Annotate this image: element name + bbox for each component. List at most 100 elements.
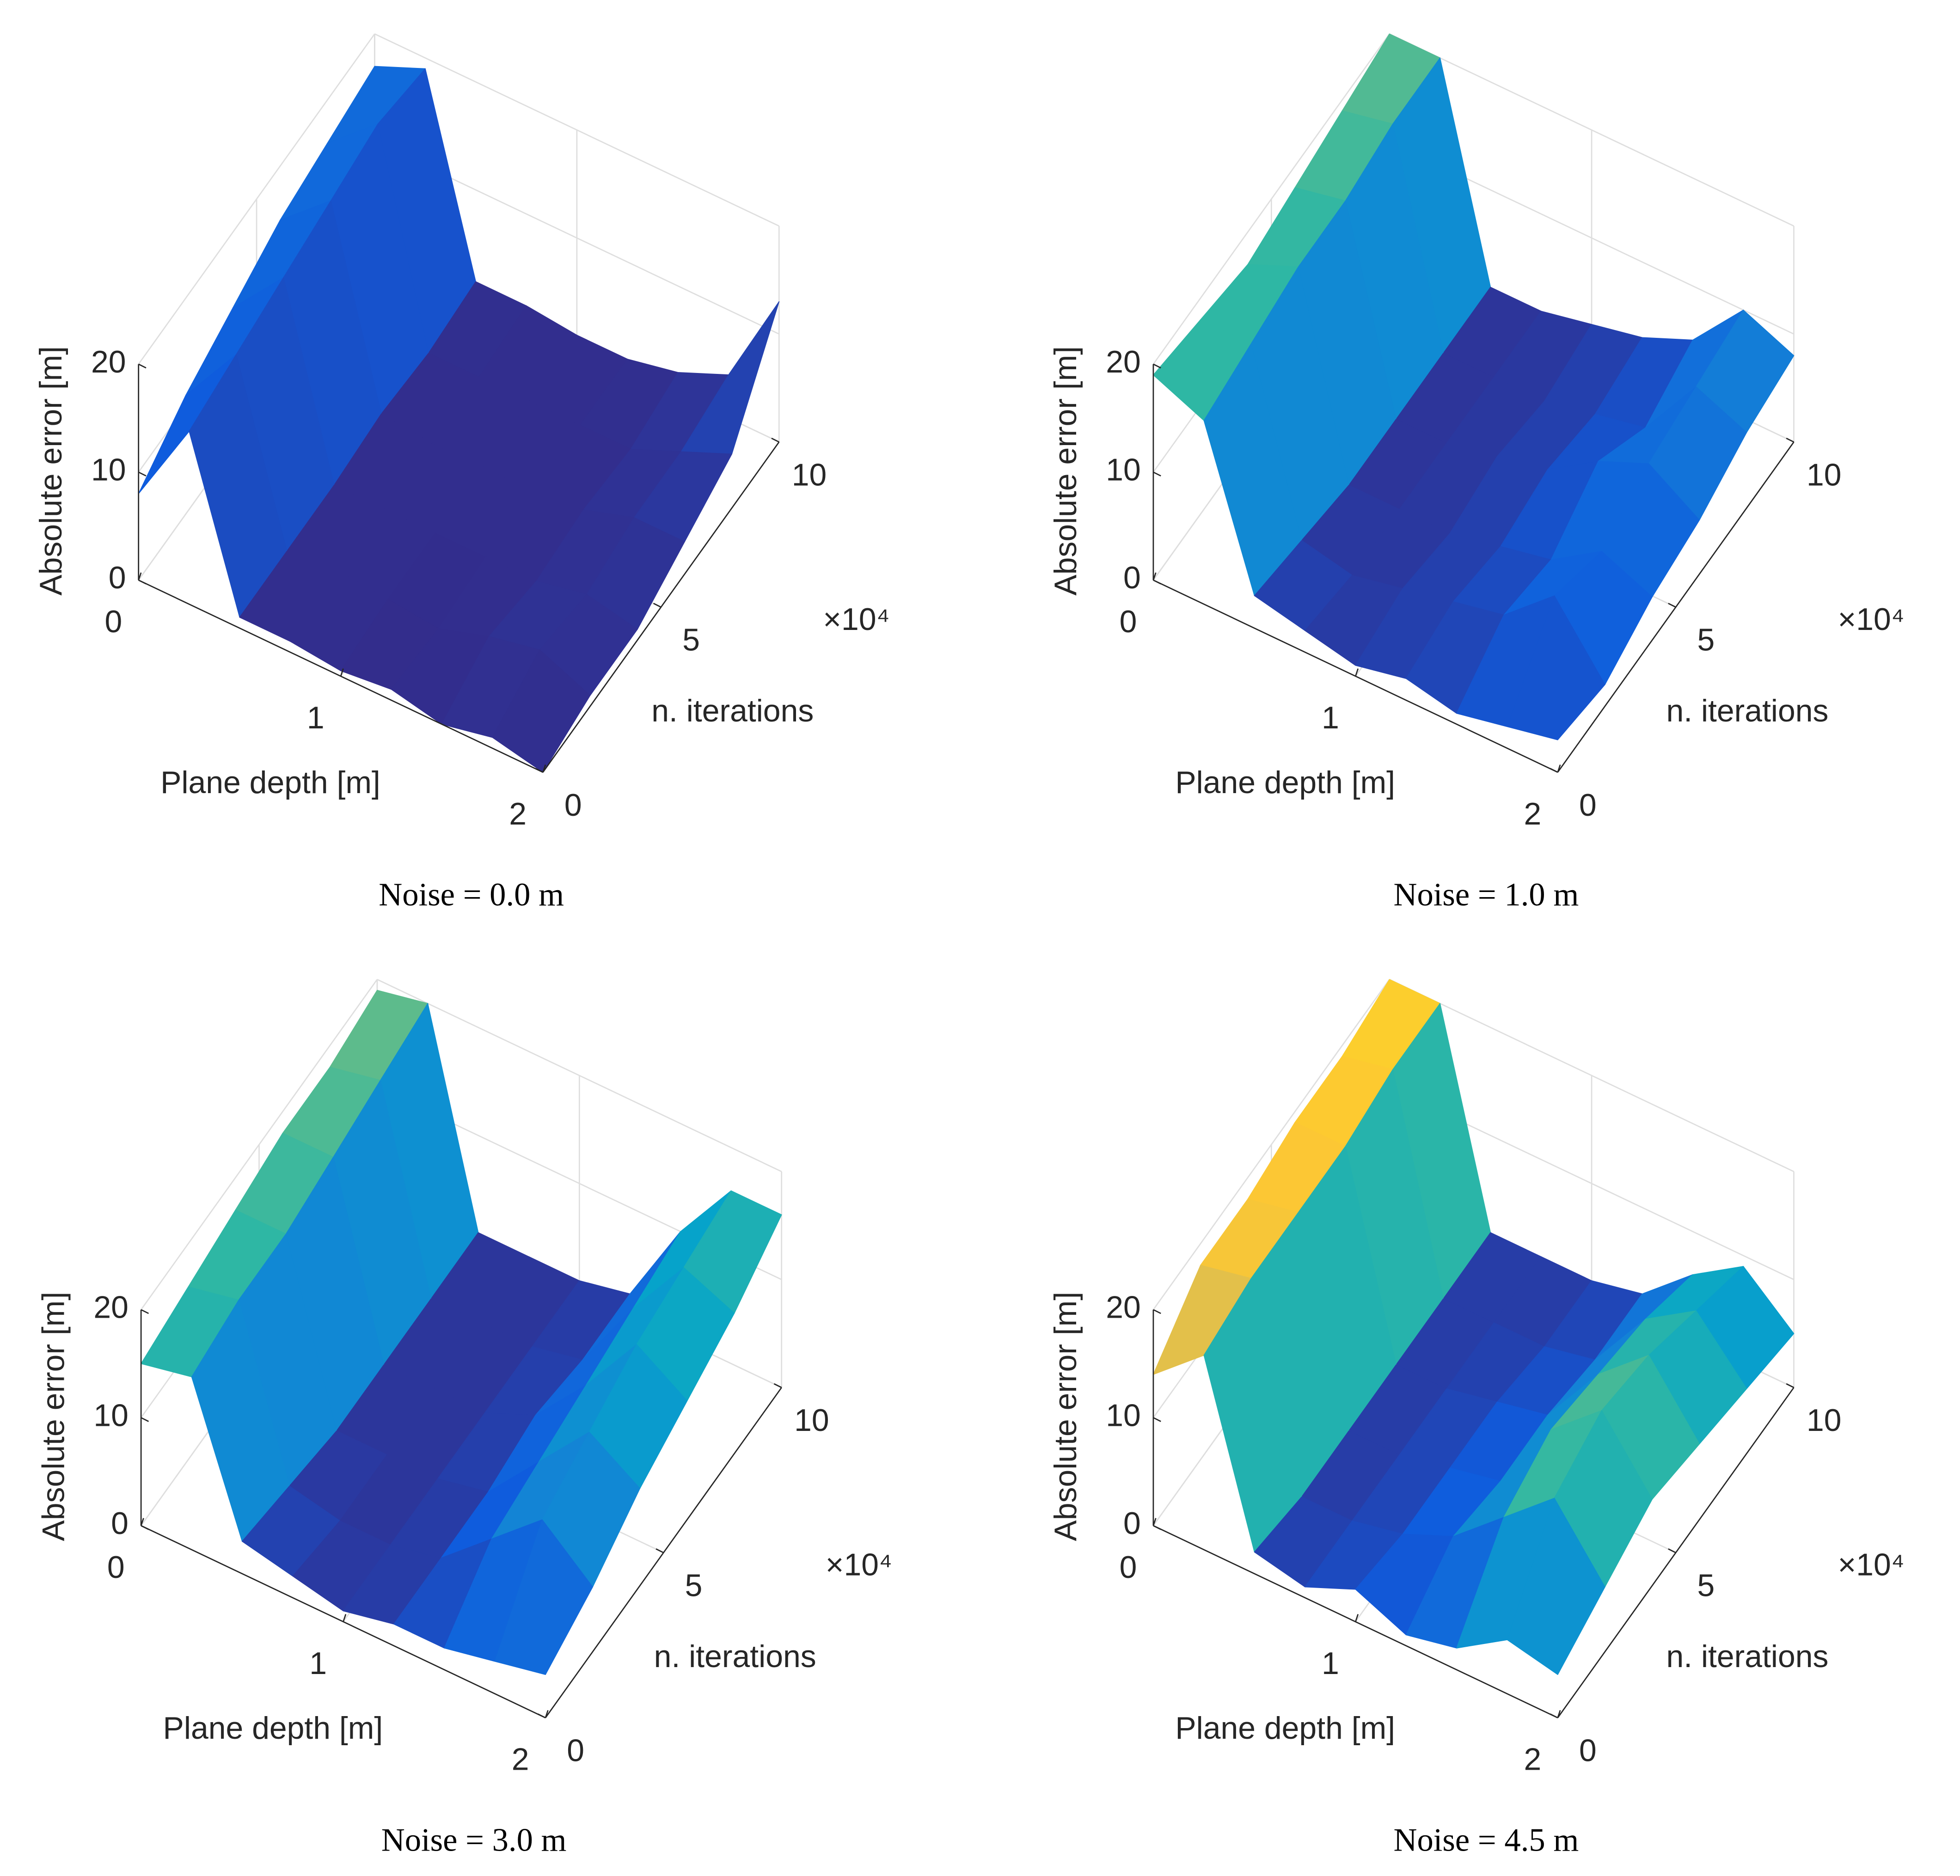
- tick-mark: [545, 1710, 549, 1718]
- tick-mark: [141, 1525, 149, 1530]
- z-tick-label: 20: [91, 345, 126, 379]
- tick-mark: [1786, 1383, 1795, 1388]
- z-tick-label: 10: [1106, 1398, 1141, 1433]
- tick-mark: [140, 1518, 144, 1526]
- tick-mark: [773, 1383, 782, 1388]
- y-multiplier: ×10⁴: [826, 1548, 892, 1583]
- x-tick-label: 0: [104, 605, 122, 639]
- tick-mark: [343, 1614, 347, 1622]
- tick-mark: [138, 363, 147, 369]
- y-tick-label: 5: [682, 623, 700, 658]
- y-tick-label: 10: [1807, 458, 1842, 492]
- z-tick-label: 20: [1106, 1290, 1141, 1325]
- z-tick-label: 0: [1123, 1506, 1141, 1541]
- x-tick-label: 0: [1120, 1550, 1137, 1585]
- tick-mark: [340, 668, 344, 677]
- z-tick-label: 20: [93, 1290, 129, 1325]
- y-axis-label: n. iterations: [1666, 1639, 1828, 1674]
- y-tick-label: 10: [1807, 1403, 1842, 1438]
- axis-line: [1557, 441, 1795, 773]
- z-tick-label: 0: [111, 1506, 129, 1541]
- z-axis-label: Absolute error [m]: [1048, 1292, 1083, 1541]
- y-tick-label: 5: [1697, 1568, 1715, 1603]
- x-axis-label: Plane depth [m]: [1175, 1711, 1395, 1746]
- y-multiplier: ×10⁴: [823, 602, 889, 637]
- x-axis-label: Plane depth [m]: [1175, 765, 1395, 800]
- tick-mark: [1355, 668, 1359, 677]
- y-tick-label: 0: [567, 1734, 584, 1768]
- x-tick-label: 2: [1524, 1742, 1542, 1777]
- y-axis-label: n. iterations: [1666, 694, 1828, 728]
- grid-line: [374, 33, 779, 227]
- y-tick-label: 0: [1579, 1734, 1597, 1768]
- tick-mark: [535, 768, 544, 773]
- tick-mark: [655, 1548, 664, 1553]
- tick-mark: [138, 579, 147, 585]
- x-tick-label: 1: [309, 1646, 327, 1681]
- z-tick-label: 0: [1123, 561, 1141, 595]
- x-tick-label: 1: [307, 701, 325, 735]
- y-multiplier: ×10⁴: [1838, 602, 1905, 637]
- x-tick-label: 2: [1524, 797, 1542, 831]
- z-tick-label: 20: [1106, 345, 1141, 379]
- x-tick-label: 2: [509, 797, 527, 831]
- tick-mark: [1153, 363, 1161, 369]
- tick-mark: [141, 1417, 149, 1422]
- z-axis-label: Absolute error [m]: [36, 1292, 71, 1541]
- x-axis-label: Plane depth [m]: [163, 1711, 383, 1746]
- x-tick-label: 1: [1322, 701, 1339, 735]
- tick-mark: [1152, 1518, 1157, 1526]
- y-tick-label: 0: [1579, 788, 1597, 823]
- tick-mark: [1668, 1548, 1676, 1553]
- panel-caption: Noise = 3.0 m: [381, 1822, 567, 1858]
- tick-mark: [1557, 1710, 1561, 1718]
- x-tick-label: 0: [107, 1550, 125, 1585]
- z-tick-label: 10: [1106, 452, 1141, 487]
- z-tick-label: 10: [93, 1398, 129, 1433]
- x-tick-label: 0: [1120, 605, 1137, 639]
- tick-mark: [1668, 603, 1676, 608]
- z-tick-label: 0: [109, 561, 126, 595]
- tick-mark: [1153, 579, 1161, 585]
- x-tick-label: 2: [512, 1742, 529, 1777]
- tick-mark: [141, 1309, 149, 1314]
- y-multiplier: ×10⁴: [1838, 1548, 1905, 1583]
- tick-mark: [1152, 572, 1157, 581]
- tick-mark: [138, 471, 147, 477]
- panel-caption: Noise = 1.0 m: [1393, 877, 1579, 913]
- surface-patch: [492, 649, 591, 773]
- x-axis-label: Plane depth [m]: [160, 765, 380, 800]
- axis-line: [542, 441, 780, 773]
- tick-mark: [1557, 764, 1561, 773]
- tick-mark: [1550, 768, 1558, 773]
- y-tick-label: 5: [1697, 623, 1715, 658]
- tick-mark: [542, 764, 546, 773]
- tick-mark: [1786, 437, 1795, 443]
- tick-mark: [538, 1713, 546, 1718]
- y-tick-label: 10: [794, 1403, 829, 1438]
- y-tick-label: 10: [792, 458, 827, 492]
- z-axis-label: Absolute error [m]: [1048, 346, 1083, 596]
- surface-patch: [494, 1519, 593, 1675]
- x-tick-label: 1: [1322, 1646, 1339, 1681]
- panel-caption: Noise = 0.0 m: [379, 877, 564, 913]
- tick-mark: [1355, 1614, 1359, 1622]
- surface-patch: [1507, 1497, 1605, 1675]
- y-tick-label: 0: [564, 788, 582, 823]
- tick-mark: [1153, 1417, 1161, 1422]
- tick-mark: [138, 572, 142, 581]
- tick-mark: [1153, 471, 1161, 477]
- surface-patch: [1507, 595, 1605, 740]
- y-axis-label: n. iterations: [651, 694, 814, 728]
- tick-mark: [1550, 1713, 1558, 1718]
- grid-line: [1389, 33, 1795, 227]
- y-tick-label: 5: [685, 1568, 703, 1603]
- z-axis-label: Absolute error [m]: [34, 346, 68, 596]
- y-axis-label: n. iterations: [654, 1639, 816, 1674]
- z-tick-label: 10: [91, 452, 126, 487]
- tick-mark: [1153, 1525, 1161, 1530]
- panel-caption: Noise = 4.5 m: [1393, 1822, 1579, 1858]
- tick-mark: [653, 603, 662, 608]
